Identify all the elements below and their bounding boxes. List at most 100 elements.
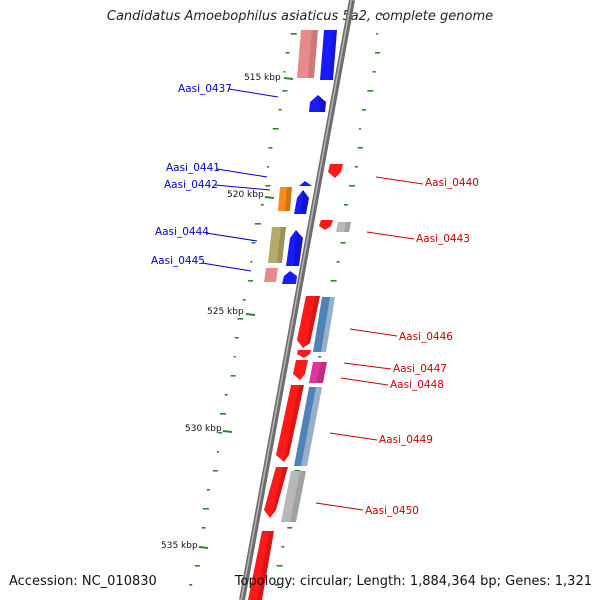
- gene-reverse-aasi-0440[interactable]: [328, 164, 343, 178]
- gc-dot: [224, 394, 228, 396]
- genome-stats: Topology: circular; Length: 1,884,364 bp…: [235, 574, 592, 589]
- gc-dot: [379, 14, 384, 16]
- gene-gray-aasi-0450[interactable]: [281, 471, 306, 522]
- gene-reverse-aasi-0443[interactable]: [319, 220, 333, 230]
- gc-dot: [343, 204, 348, 206]
- gene-label-aasi-0445[interactable]: Aasi_0445: [151, 255, 205, 267]
- gene-steel-aasi-0446[interactable]: [313, 297, 335, 352]
- tick-label-520: 520 kbp: [227, 190, 264, 200]
- gc-dot: [265, 185, 271, 187]
- genes-value: 1,321: [554, 574, 592, 589]
- gc-dot: [278, 109, 282, 111]
- gene-label-aasi-0450[interactable]: Aasi_0450: [365, 505, 419, 517]
- gc-dot: [189, 584, 193, 586]
- gc-dot: [290, 33, 297, 35]
- gc-dot: [375, 52, 380, 54]
- accession-label: Accession:: [9, 574, 78, 589]
- gc-dot: [282, 90, 288, 92]
- gc-dot: [336, 261, 340, 263]
- gc-dot: [202, 508, 209, 510]
- gene-label-aasi-0449[interactable]: Aasi_0449: [379, 434, 433, 446]
- gc-dot: [281, 546, 285, 548]
- length-label: Length:: [356, 574, 406, 589]
- gc-dot: [272, 128, 279, 130]
- gene-label-aasi-0441[interactable]: Aasi_0441: [166, 162, 220, 174]
- gene-forward-aasi-0442[interactable]: [294, 190, 309, 214]
- gc-dot: [254, 223, 261, 225]
- gc-dot: [340, 242, 346, 244]
- gc-content-track-left: [189, 14, 300, 586]
- gc-dot: [361, 109, 366, 111]
- topology-label: Topology:: [234, 574, 296, 589]
- gene-forward-aasi-0441[interactable]: [299, 181, 312, 186]
- gc-dot: [194, 565, 200, 567]
- gene-reverse-aasi-0448[interactable]: [293, 360, 308, 380]
- gene-olive-aasi-0444[interactable]: [268, 227, 286, 263]
- left-gene-labels: Aasi_0437 Aasi_0441 Aasi_0442 Aasi_0444 …: [151, 83, 279, 272]
- gene-forward[interactable]: [320, 30, 337, 80]
- gc-dot: [283, 71, 286, 73]
- gene-orange-aasi-0442[interactable]: [278, 187, 292, 211]
- gc-dot: [251, 242, 256, 244]
- gene-reverse-aasi-0447[interactable]: [297, 350, 311, 358]
- tick-label-535: 535 kbp: [161, 541, 198, 551]
- gene-forward-aasi-0445[interactable]: [282, 271, 297, 284]
- gene-reverse-bottom[interactable]: [248, 531, 274, 600]
- gc-dot: [376, 33, 379, 35]
- gene-magenta-aasi-0448[interactable]: [309, 362, 327, 383]
- gene-reverse-aasi-0449[interactable]: [276, 385, 304, 462]
- gene-label-aasi-0440[interactable]: Aasi_0440: [425, 177, 479, 189]
- gc-dot: [218, 432, 223, 434]
- gc-dot: [212, 470, 218, 472]
- gene-reverse-aasi-0450[interactable]: [264, 467, 288, 518]
- accession-info: Accession: NC_010830: [9, 574, 157, 589]
- gene-label-aasi-0443[interactable]: Aasi_0443: [416, 233, 470, 245]
- gc-dot: [354, 166, 358, 168]
- gc-dot: [216, 451, 219, 453]
- gene-gray-aasi-0443[interactable]: [336, 222, 351, 232]
- tick-label-525: 525 kbp: [207, 307, 244, 317]
- gc-dot: [260, 204, 264, 206]
- tick-label-515: 515 kbp: [244, 73, 281, 83]
- gc-dot: [318, 356, 322, 358]
- gene-label-aasi-0442[interactable]: Aasi_0442: [164, 179, 218, 191]
- gc-dot: [242, 299, 246, 301]
- gene-label-aasi-0437[interactable]: Aasi_0437: [178, 83, 232, 95]
- gc-dot: [367, 90, 374, 92]
- gene-label-aasi-0444[interactable]: Aasi_0444: [155, 226, 209, 238]
- position-ticks: 515 kbp 520 kbp 525 kbp 530 kbp 535 kbp: [161, 73, 294, 551]
- gene-steel-aasi-0449[interactable]: [294, 387, 322, 466]
- gc-dot: [237, 318, 244, 320]
- gene-pink-top[interactable]: [297, 30, 318, 78]
- gene-reverse-aasi-0446[interactable]: [297, 296, 320, 348]
- length-value: 1,884,364 bp;: [409, 574, 502, 589]
- gene-features: [248, 30, 351, 600]
- gc-dot: [220, 413, 226, 415]
- gc-dot: [230, 375, 236, 377]
- tick-label-530: 530 kbp: [185, 424, 222, 434]
- gc-dot: [287, 527, 293, 529]
- right-gene-labels: Aasi_0440 Aasi_0443 Aasi_0446 Aasi_0447 …: [315, 176, 479, 517]
- gene-forward-aasi-0437[interactable]: [309, 95, 326, 112]
- map-title: Candidatus Amoebophilus asiaticus 5a2, c…: [106, 9, 494, 24]
- gene-forward-aasi-0444[interactable]: [286, 230, 303, 266]
- accession-value: NC_010830: [81, 574, 157, 589]
- gc-dot: [276, 565, 283, 567]
- gene-label-aasi-0447[interactable]: Aasi_0447: [393, 363, 447, 375]
- topology-value: circular;: [299, 574, 353, 589]
- gene-label-aasi-0448[interactable]: Aasi_0448: [390, 379, 444, 391]
- gc-dot: [285, 52, 290, 54]
- gc-dot: [206, 489, 210, 491]
- gc-dot: [233, 356, 236, 358]
- gc-dot: [330, 280, 337, 282]
- gc-dot: [296, 14, 300, 16]
- gc-dot: [248, 280, 254, 282]
- gene-label-aasi-0446[interactable]: Aasi_0446: [399, 331, 453, 343]
- gc-dot: [268, 147, 273, 149]
- gc-dot: [234, 337, 239, 339]
- gc-dot: [294, 470, 301, 472]
- gc-dot: [372, 71, 376, 73]
- gc-dot: [359, 128, 361, 130]
- gene-pink-aasi-0445[interactable]: [264, 268, 278, 282]
